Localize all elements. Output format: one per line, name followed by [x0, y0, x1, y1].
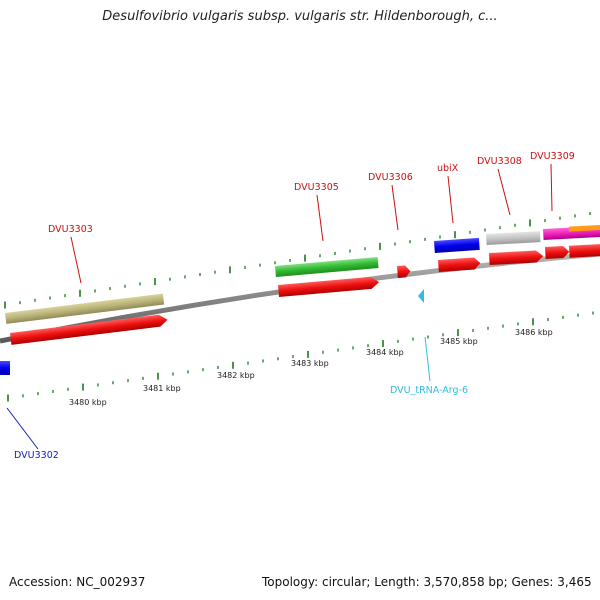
gene-label-dvu3309[interactable]: DVU3309: [530, 151, 575, 162]
kbp-label-3486: 3486 kbp: [515, 328, 553, 337]
trna-leader: [424, 336, 431, 382]
dvu3309-cds-arrow-2[interactable]: [568, 244, 600, 258]
ubix-cds-arrow[interactable]: [438, 257, 481, 272]
tick-marks: [4, 212, 594, 402]
dvu3303-leader: [70, 236, 82, 284]
dvu3303-gene-bar[interactable]: [5, 293, 165, 324]
dvu3309-overlap-bar[interactable]: [568, 224, 600, 232]
gene-label-dvu3306[interactable]: DVU3306: [368, 172, 413, 183]
leader-lines: [6, 163, 553, 450]
kbp-label-3480: 3480 kbp: [69, 398, 107, 407]
dvu3308-leader: [497, 168, 511, 216]
dvu3302-leader: [6, 407, 39, 450]
kbp-label-3484: 3484 kbp: [366, 348, 404, 357]
gene-labels: DVU3303 DVU3305 DVU3306 ubiX DVU3308 DVU…: [14, 151, 575, 461]
trna-marker[interactable]: [418, 289, 424, 303]
gene-features: [0, 224, 600, 375]
dvu3305-leader: [316, 194, 324, 242]
ubix-leader: [447, 175, 454, 224]
kbp-label-3483: 3483 kbp: [291, 359, 329, 368]
gene-label-dvu3305[interactable]: DVU3305: [294, 182, 339, 193]
dvu3306-cds-arrow[interactable]: [397, 265, 411, 278]
dvu3305-gene-bar[interactable]: [275, 257, 379, 277]
dvu3309-cds-arrow-1[interactable]: [545, 246, 570, 259]
gene-label-dvu3308[interactable]: DVU3308: [477, 156, 522, 167]
kbp-label-3485: 3485 kbp: [440, 337, 478, 346]
dvu3308-cds-arrow[interactable]: [489, 250, 544, 265]
accession-text: Accession: NC_002937: [9, 575, 146, 589]
ubix-gene-bar[interactable]: [434, 237, 480, 253]
dvu3305-cds-arrow[interactable]: [278, 276, 380, 297]
dvu3306-leader: [391, 184, 399, 231]
gene-label-dvu3302[interactable]: DVU3302: [14, 450, 59, 461]
kbp-label-3481: 3481 kbp: [143, 384, 181, 393]
dvu3303-cds-arrow[interactable]: [10, 314, 168, 345]
dvu3308-gene-bar[interactable]: [486, 231, 541, 245]
kbp-labels: 3480 kbp 3481 kbp 3482 kbp 3483 kbp 3484…: [69, 328, 553, 407]
gene-label-trna[interactable]: DVU_tRNA-Arg-6: [390, 385, 468, 396]
gene-label-ubix[interactable]: ubiX: [437, 163, 459, 174]
dvu3302-gene-bar[interactable]: [0, 361, 10, 375]
map-title: Desulfovibrio vulgaris subsp. vulgaris s…: [102, 9, 498, 24]
gene-label-dvu3303[interactable]: DVU3303: [48, 224, 93, 235]
dvu3309-leader: [550, 163, 553, 212]
kbp-label-3482: 3482 kbp: [217, 371, 255, 380]
topology-text: Topology: circular; Length: 3,570,858 bp…: [262, 575, 592, 589]
